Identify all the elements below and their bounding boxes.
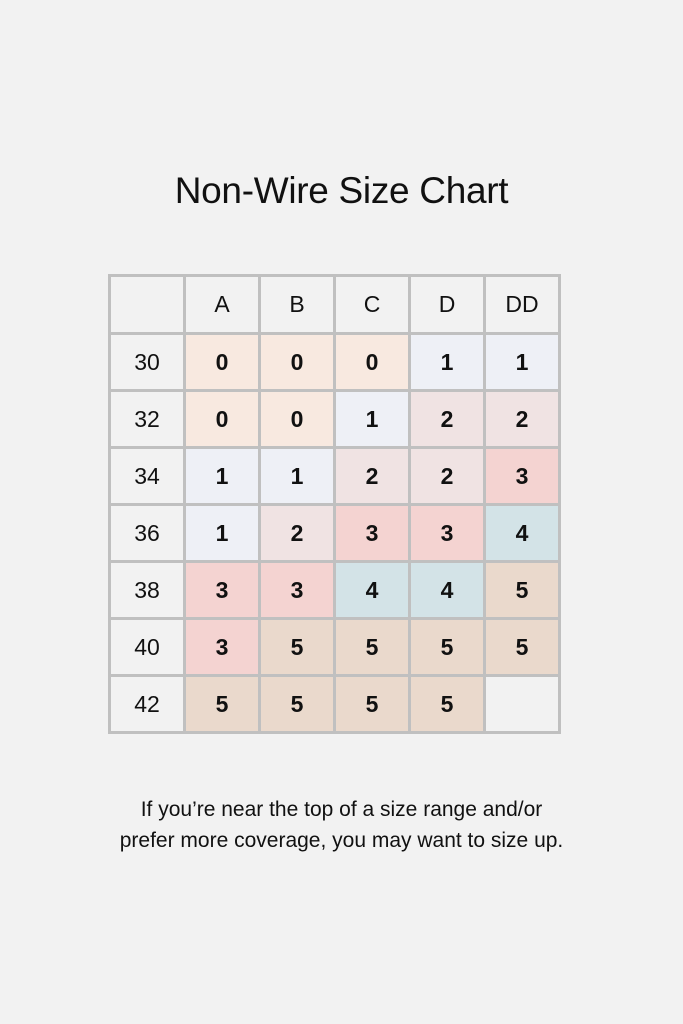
size-cell <box>483 674 561 734</box>
size-cell: 0 <box>258 332 336 392</box>
size-cell: 5 <box>333 617 411 677</box>
size-cell: 0 <box>258 389 336 449</box>
size-cell: 4 <box>333 560 411 620</box>
band-header-34: 34 <box>108 446 186 506</box>
sizing-note: If you’re near the top of a size range a… <box>0 794 683 856</box>
size-cell: 5 <box>483 617 561 677</box>
size-cell: 3 <box>258 560 336 620</box>
cup-header-dd: DD <box>483 274 561 335</box>
corner-cell <box>108 274 186 335</box>
note-line-1: If you’re near the top of a size range a… <box>140 798 543 821</box>
size-cell: 3 <box>483 446 561 506</box>
size-cell: 5 <box>258 674 336 734</box>
band-header-30: 30 <box>108 332 186 392</box>
size-table: A B C D DD 30 0 0 0 1 1 32 0 0 1 2 2 34 1 1 2 2 3 36 1 2 3 3 4 38 3 3 4 4… <box>108 274 561 734</box>
cup-header-b: B <box>258 274 336 335</box>
size-cell: 5 <box>483 560 561 620</box>
table-row: 30 0 0 0 1 1 <box>108 332 561 392</box>
size-cell: 5 <box>408 674 486 734</box>
size-cell: 5 <box>408 617 486 677</box>
chart-title: Non-Wire Size Chart <box>174 170 509 211</box>
size-cell: 5 <box>333 674 411 734</box>
size-cell: 0 <box>183 332 261 392</box>
size-cell: 1 <box>483 332 561 392</box>
band-header-38: 38 <box>108 560 186 620</box>
band-header-32: 32 <box>108 389 186 449</box>
band-header-40: 40 <box>108 617 186 677</box>
size-cell: 2 <box>483 389 561 449</box>
cup-header-d: D <box>408 274 486 335</box>
cup-header-c: C <box>333 274 411 335</box>
cup-header-a: A <box>183 274 261 335</box>
size-cell: 3 <box>183 560 261 620</box>
table-row: 32 0 0 1 2 2 <box>108 389 561 449</box>
size-cell: 1 <box>333 389 411 449</box>
band-header-36: 36 <box>108 503 186 563</box>
size-cell: 5 <box>183 674 261 734</box>
size-cell: 3 <box>183 617 261 677</box>
size-cell: 2 <box>408 389 486 449</box>
size-cell: 1 <box>183 503 261 563</box>
band-header-42: 42 <box>108 674 186 734</box>
size-cell: 5 <box>258 617 336 677</box>
header-row: A B C D DD <box>108 274 561 335</box>
table-row: 38 3 3 4 4 5 <box>108 560 561 620</box>
size-cell: 4 <box>483 503 561 563</box>
size-cell: 1 <box>408 332 486 392</box>
table-row: 42 5 5 5 5 <box>108 674 561 734</box>
table-row: 34 1 1 2 2 3 <box>108 446 561 506</box>
table-row: 40 3 5 5 5 5 <box>108 617 561 677</box>
size-cell: 2 <box>333 446 411 506</box>
size-cell: 1 <box>258 446 336 506</box>
size-cell: 3 <box>408 503 486 563</box>
size-cell: 2 <box>408 446 486 506</box>
size-cell: 0 <box>333 332 411 392</box>
size-cell: 2 <box>258 503 336 563</box>
size-cell: 0 <box>183 389 261 449</box>
note-line-2: prefer more coverage, you may want to si… <box>119 829 564 852</box>
size-cell: 4 <box>408 560 486 620</box>
size-cell: 3 <box>333 503 411 563</box>
table-row: 36 1 2 3 3 4 <box>108 503 561 563</box>
size-cell: 1 <box>183 446 261 506</box>
